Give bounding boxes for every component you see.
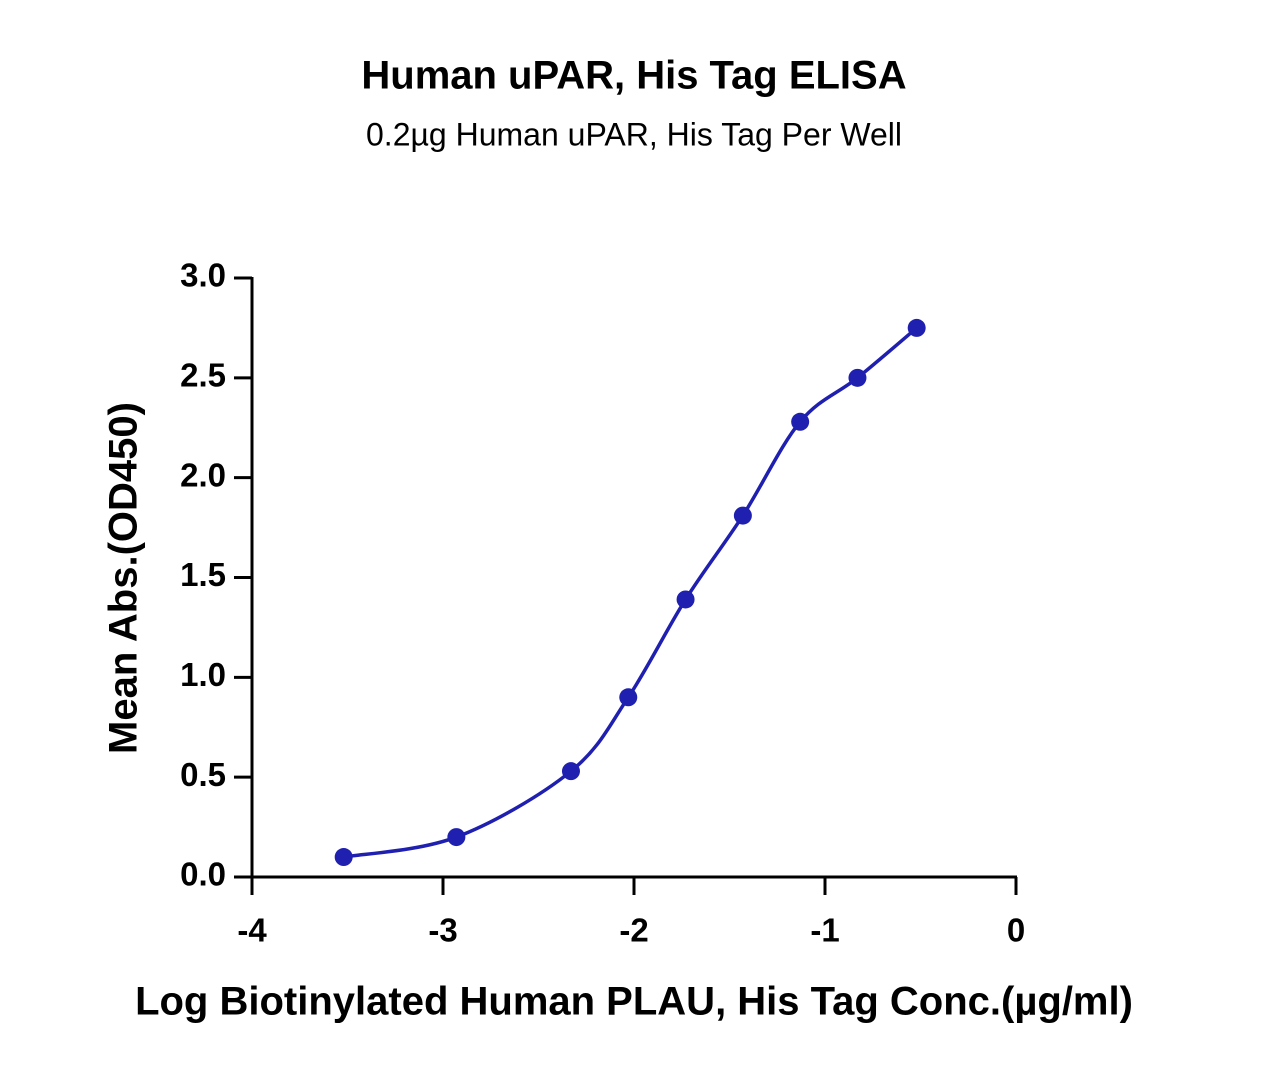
data-point <box>334 848 353 867</box>
y-tick-label: 0.0 <box>180 856 226 893</box>
data-point <box>447 828 466 847</box>
x-axis-label: Log Biotinylated Human PLAU, His Tag Con… <box>135 980 1133 1024</box>
x-tick-label: -4 <box>237 912 267 949</box>
data-point <box>907 318 926 337</box>
y-tick-label: 2.5 <box>180 357 226 394</box>
chart-subtitle: 0.2µg Human uPAR, His Tag Per Well <box>366 116 902 152</box>
y-tick-label: 2.0 <box>180 456 226 493</box>
data-point <box>561 762 580 781</box>
data-point <box>676 590 695 609</box>
y-tick-label: 1.5 <box>180 556 226 593</box>
y-tick-label: 0.5 <box>180 756 226 793</box>
data-point <box>848 368 867 387</box>
x-tick-label: 0 <box>1007 912 1025 949</box>
x-tick-label: -2 <box>619 912 648 949</box>
data-point <box>791 412 810 431</box>
y-tick-label: 1.0 <box>180 656 226 693</box>
x-tick-label: -1 <box>810 912 839 949</box>
data-point <box>733 506 752 525</box>
fit-curve <box>343 326 918 859</box>
y-tick-label: 3.0 <box>180 257 226 294</box>
data-point <box>619 688 638 707</box>
x-tick-label: -3 <box>428 912 457 949</box>
y-axis-label: Mean Abs.(OD450) <box>102 402 146 754</box>
chart-title: Human uPAR, His Tag ELISA <box>361 54 906 98</box>
